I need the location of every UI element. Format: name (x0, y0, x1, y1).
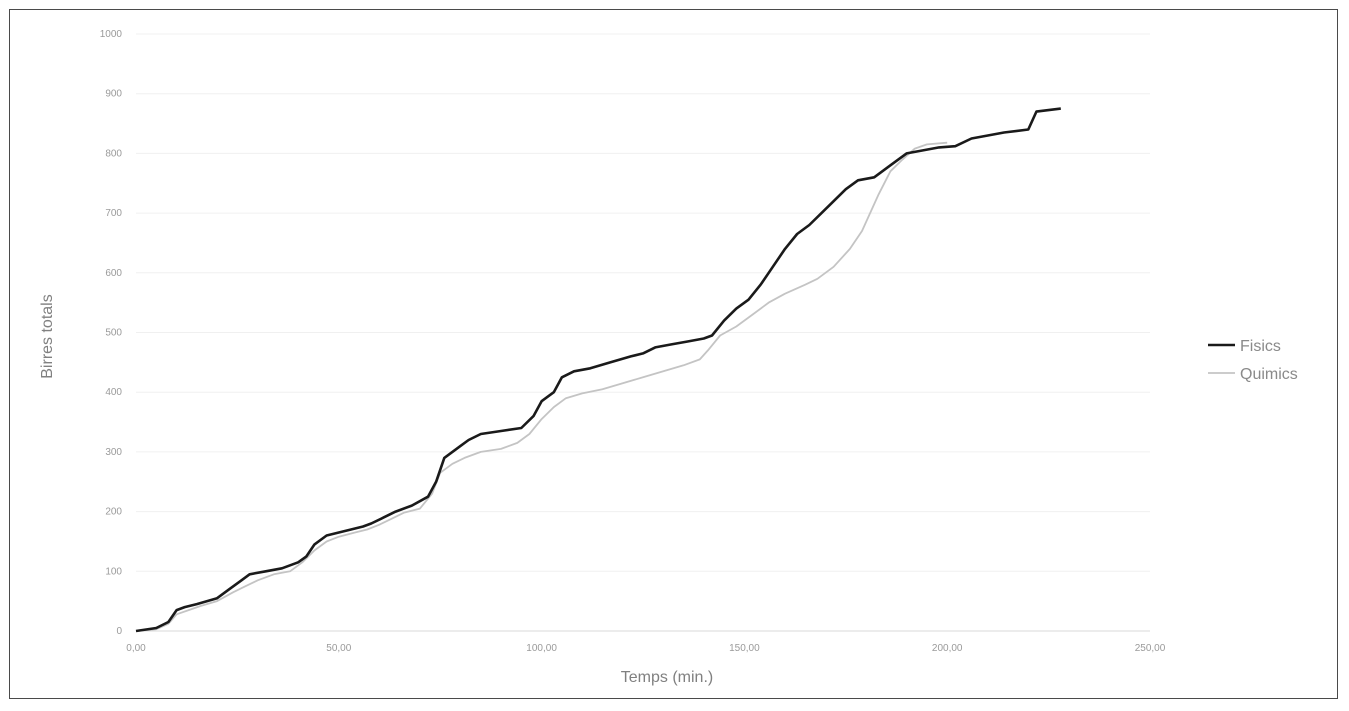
x-tick-label: 200,00 (932, 643, 963, 654)
y-tick-label: 1000 (100, 29, 123, 40)
x-axis-label: Temps (min.) (621, 669, 713, 686)
y-tick-label: 900 (105, 89, 122, 100)
y-tick-label: 600 (105, 268, 122, 279)
x-tick-label: 0,00 (126, 643, 146, 654)
series-line-fisics (135, 107, 1061, 633)
y-tick-label: 100 (105, 566, 122, 577)
x-tick-label: 150,00 (729, 643, 760, 654)
x-tick-label: 100,00 (526, 643, 557, 654)
legend: Fisics Quimics (1208, 338, 1298, 383)
y-axis-label: Birres totals (39, 294, 56, 378)
series-lines (135, 107, 1061, 633)
y-tick-label: 300 (105, 447, 122, 458)
x-tick-label: 250,00 (1135, 643, 1166, 654)
y-tick-label: 200 (105, 507, 122, 518)
chart-grid (136, 33, 1150, 572)
y-tick-labels: 0 100 200 300 400 500 600 700 800 900 1000 (100, 29, 123, 637)
x-tick-labels: 0,00 50,00 100,00 150,00 200,00 250,00 (126, 643, 1165, 654)
chart-frame: 0 100 200 300 400 500 600 700 800 900 1000 0,00 50,… (9, 9, 1338, 699)
y-tick-label: 700 (105, 208, 122, 219)
x-tick-label: 50,00 (326, 643, 351, 654)
y-tick-label: 500 (105, 328, 122, 339)
y-tick-label: 800 (105, 148, 122, 159)
legend-label-quimics: Quimics (1240, 366, 1298, 383)
y-tick-label: 0 (116, 626, 122, 637)
chart-svg: 0 100 200 300 400 500 600 700 800 900 1000 0,00 50,… (39, 29, 1298, 686)
legend-label-fisics: Fisics (1240, 338, 1281, 355)
y-tick-label: 400 (105, 387, 122, 398)
series-line-quimics (135, 141, 948, 632)
